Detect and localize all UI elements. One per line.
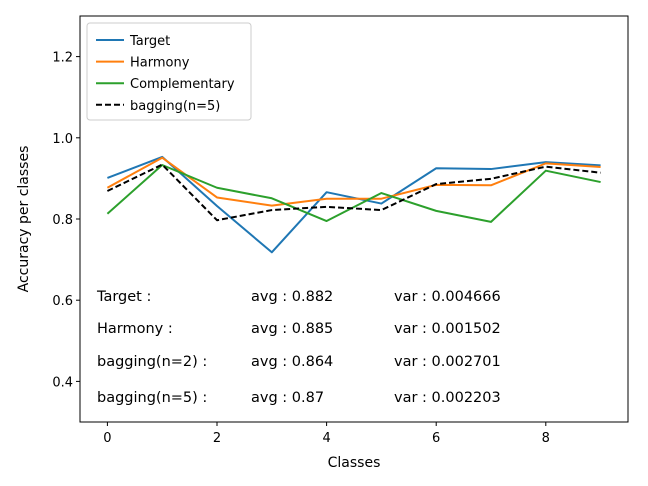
legend-label-target: Target bbox=[129, 34, 170, 49]
series-lines-layer bbox=[106, 155, 601, 254]
x-tick-label-0: 0 bbox=[103, 431, 111, 446]
annotation-name-3: bagging(n=5) : bbox=[97, 390, 207, 406]
annotation-name-1: Harmony : bbox=[97, 321, 173, 337]
annotation-var-2: var : 0.002701 bbox=[394, 354, 501, 370]
legend-label-bagging-n-5: bagging(n=5) bbox=[130, 99, 220, 114]
x-tick-label-6: 6 bbox=[432, 431, 440, 446]
annotation-name-2: bagging(n=2) : bbox=[97, 354, 207, 370]
stats-annotations: Target : avg : 0.882 var : 0.004666 Harmony… bbox=[96, 289, 501, 406]
annotation-avg-3: avg : 0.87 bbox=[251, 390, 324, 406]
series-line-harmony bbox=[106, 156, 601, 207]
series-line-bagging-n-5 bbox=[106, 163, 601, 222]
legend-box bbox=[86, 22, 252, 121]
y-tick-label-0.8: 0.8 bbox=[52, 213, 73, 228]
annotation-name-0: Target : bbox=[96, 289, 151, 305]
x-axis-label: Classes bbox=[328, 455, 381, 471]
annotation-avg-0: avg : 0.882 bbox=[251, 289, 333, 305]
series-line-complementary bbox=[106, 164, 601, 223]
y-tick-label-0.6: 0.6 bbox=[52, 294, 73, 309]
annotation-var-3: var : 0.002203 bbox=[394, 390, 501, 406]
x-tick-label-8: 8 bbox=[542, 431, 550, 446]
legend: Target Harmony Complementary bagging(n=5) bbox=[86, 22, 252, 121]
legend-label-harmony: Harmony bbox=[130, 56, 190, 71]
y-tick-label-0.4: 0.4 bbox=[52, 375, 73, 390]
x-tick-label-4: 4 bbox=[322, 431, 330, 446]
ticks-layer: 0 2 4 6 8 0.4 0.6 0.8 1.0 1.2 bbox=[52, 51, 550, 446]
y-tick-label-1: 1.0 bbox=[52, 132, 73, 147]
x-tick-label-2: 2 bbox=[213, 431, 221, 446]
annotation-avg-2: avg : 0.864 bbox=[251, 354, 333, 370]
y-axis-label: Accuracy per classes bbox=[16, 146, 32, 293]
annotation-var-1: var : 0.001502 bbox=[394, 321, 501, 337]
legend-label-complementary: Complementary bbox=[130, 77, 235, 92]
annotation-avg-1: avg : 0.885 bbox=[251, 321, 333, 337]
y-tick-label-1.2: 1.2 bbox=[52, 51, 73, 66]
annotation-var-0: var : 0.004666 bbox=[394, 289, 501, 305]
plot-frame bbox=[79, 15, 629, 423]
